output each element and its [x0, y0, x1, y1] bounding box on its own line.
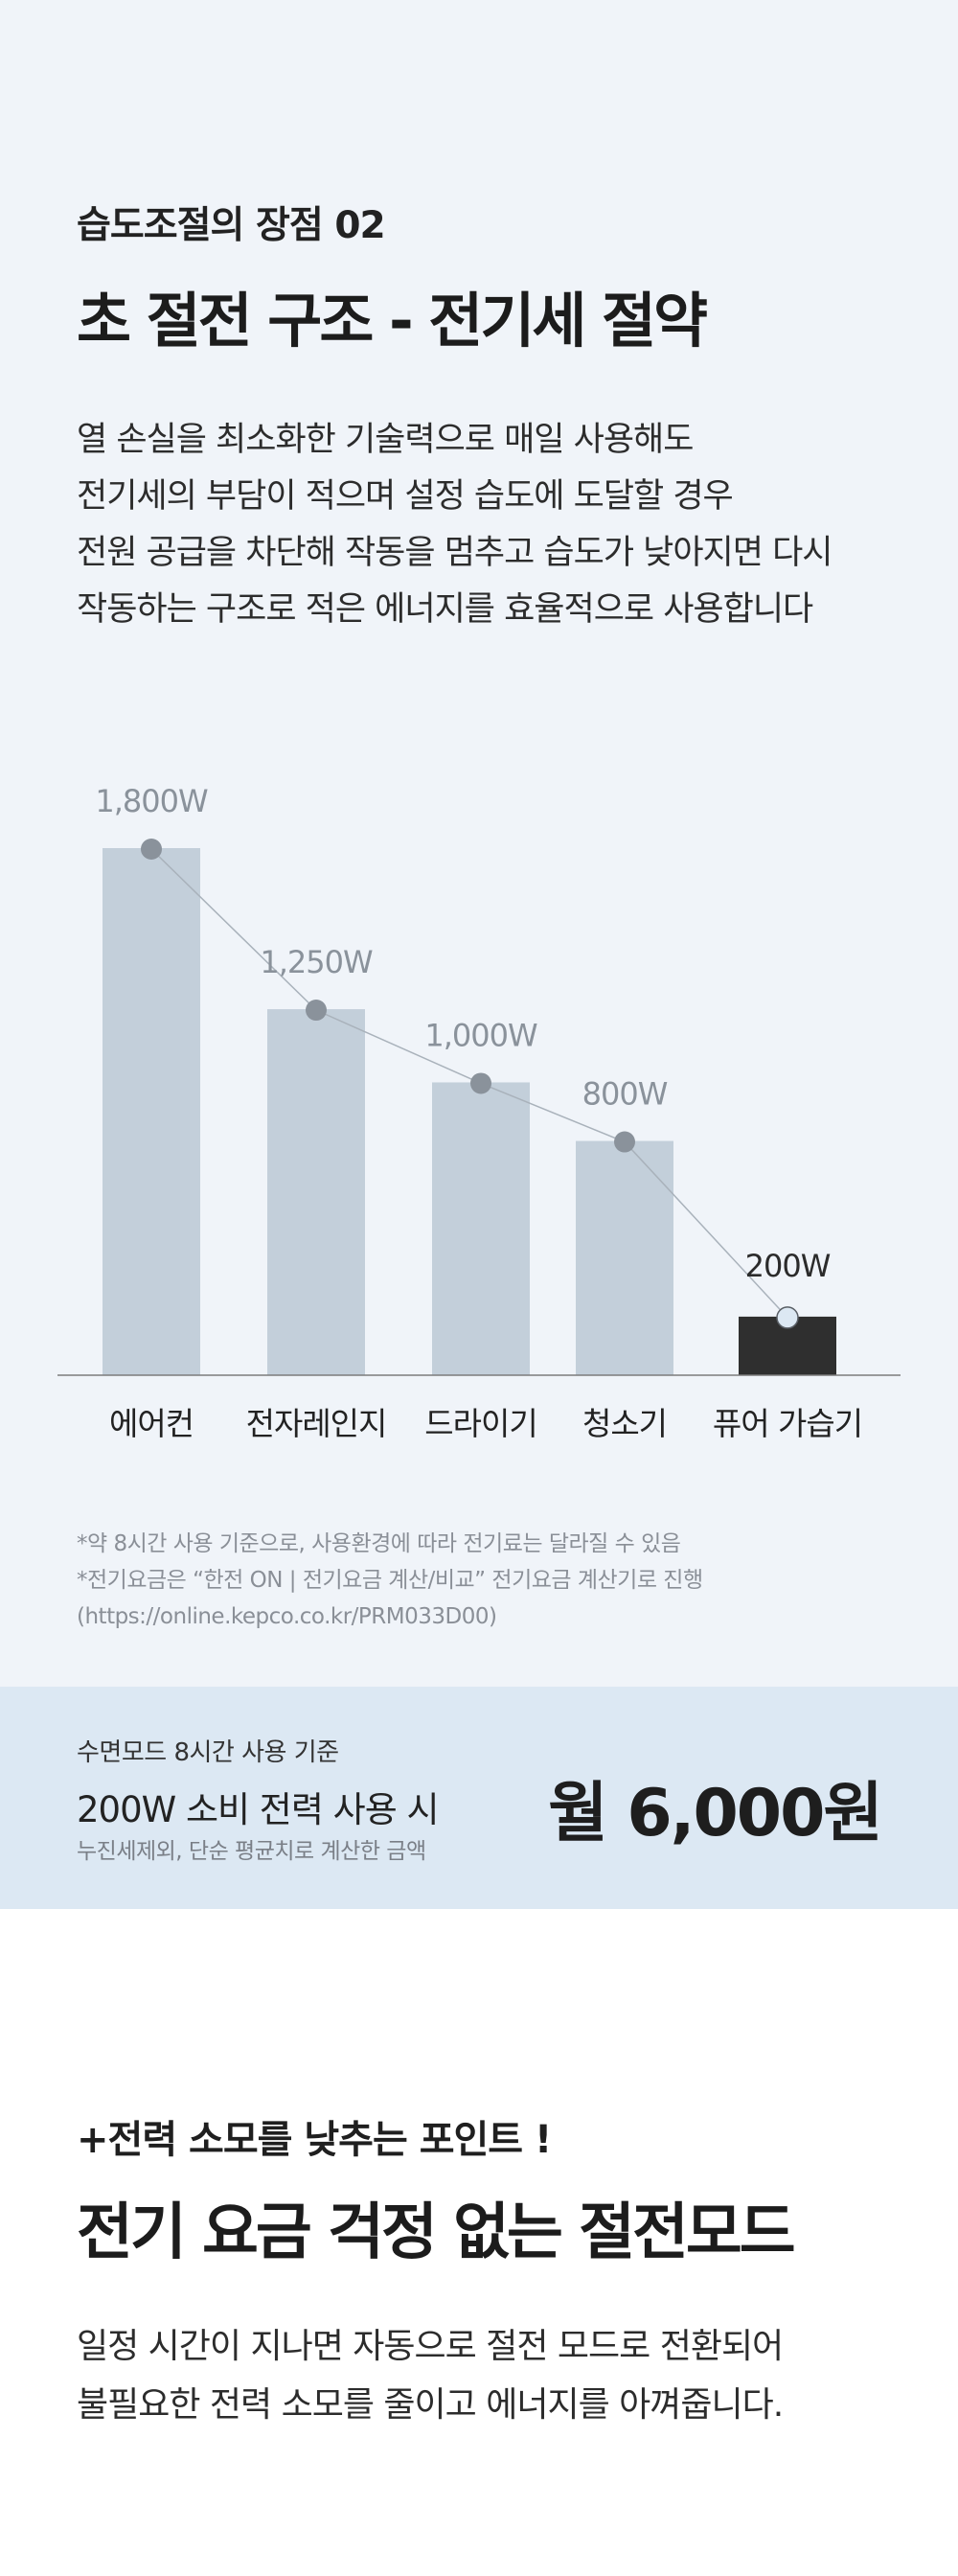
power-consumption-chart: 1,800W 1,250W 1,000W 800W 200W 에어컨 전자레인지 드라이기 청소…	[57, 783, 901, 1442]
footnote-url: (https://online.kepco.co.kr/PRM033D00)	[77, 1604, 497, 1629]
summary-band	[0, 1687, 958, 1909]
category-label: 드라이기	[424, 1405, 536, 1442]
value-label: 200W	[745, 1248, 831, 1284]
value-label: 1,250W	[260, 944, 373, 980]
paragraph-line: 일정 시간이 지나면 자동으로 절전 모드로 전환되어	[77, 2327, 784, 2366]
data-point	[306, 1000, 327, 1022]
bar	[576, 1140, 673, 1375]
highlight-data-point	[776, 1306, 799, 1329]
section-paragraph: 열 손실을 최소화한 기술력으로 매일 사용해도 전기세의 부담이 적으며 설정…	[77, 412, 920, 638]
paragraph-line: 작동하는 구조로 적은 에너지를 효율적으로 사용합니다	[77, 590, 813, 629]
section2-paragraph: 일정 시간이 지나면 자동으로 절전 모드로 전환되어 불필요한 전력 소모를 …	[77, 2317, 920, 2434]
summary-sub: 누진세제외, 단순 평균치로 계산한 금액	[77, 1839, 426, 1864]
section-eyebrow: 습도조절의 장점 02	[77, 204, 386, 247]
paragraph-line: 열 손실을 최소화한 기술력으로 매일 사용해도	[77, 421, 694, 459]
summary-caption: 수면모드 8시간 사용 기준	[77, 1738, 339, 1767]
value-label: 800W	[582, 1076, 668, 1113]
value-label: 1,000W	[424, 1017, 537, 1053]
value-label: 1,800W	[95, 783, 208, 819]
paragraph-line: 전기세의 부담이 적으며 설정 습도에 도달할 경우	[77, 477, 734, 516]
footnote: *전기요금은 “한전 ON | 전기요금 계산/비교” 전기요금 계산기로 진행	[77, 1568, 703, 1593]
category-label: 에어컨	[109, 1405, 194, 1442]
data-point	[470, 1072, 491, 1094]
data-point	[614, 1131, 635, 1153]
footnote: *약 8시간 사용 기준으로, 사용환경에 따라 전기료는 달라질 수 있음	[77, 1531, 681, 1556]
category-label: 전자레인지	[246, 1405, 387, 1442]
bar	[432, 1082, 530, 1375]
section2-title: 전기 요금 걱정 없는 절전모드	[77, 2197, 796, 2268]
tip-heading: +전력 소모를 낮추는 포인트 !	[77, 2118, 552, 2162]
monthly-price: 월 6,000원	[548, 1776, 883, 1852]
category-label: 퓨어 가습기	[713, 1405, 862, 1442]
bar	[267, 1009, 365, 1375]
bar	[103, 848, 200, 1375]
section-title: 초 절전 구조 - 전기세 절약	[77, 286, 708, 356]
paragraph-line: 전원 공급을 차단해 작동을 멈추고 습도가 낮아지면 다시	[77, 534, 833, 572]
paragraph-line: 불필요한 전력 소모를 줄이고 에너지를 아껴줍니다.	[77, 2385, 784, 2425]
summary-main: 200W 소비 전력 사용 시	[77, 1789, 440, 1830]
footnotes: *약 8시간 사용 기준으로, 사용환경에 따라 전기료는 달라질 수 있음 *…	[77, 1526, 703, 1635]
data-point	[141, 839, 162, 860]
category-label: 청소기	[582, 1405, 667, 1442]
